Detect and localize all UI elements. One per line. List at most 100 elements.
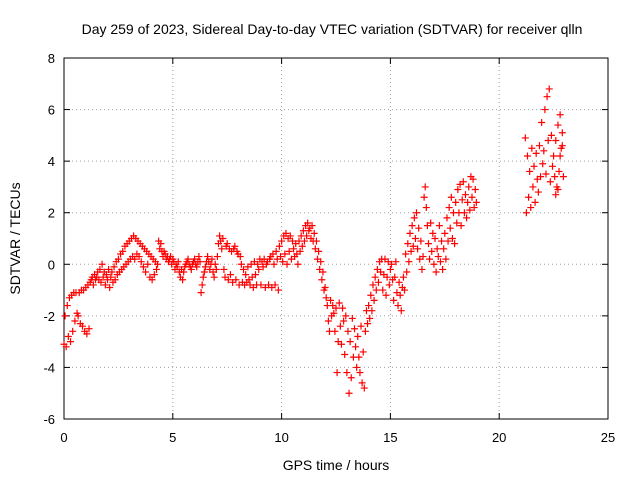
data-point [254,260,262,268]
data-point [470,204,478,212]
data-point [148,276,156,284]
data-point [354,332,362,340]
data-point [556,111,564,119]
data-point [391,273,399,281]
data-point [69,327,77,335]
data-point [522,209,530,217]
data-point [199,273,207,281]
data-point [422,204,430,212]
data-point [447,193,455,201]
data-point [413,209,421,217]
data-point [550,152,558,160]
data-point [410,214,418,222]
data-point [330,309,338,317]
data-point [131,255,139,263]
data-point [137,258,145,266]
data-point [135,253,143,261]
data-point [540,147,548,155]
data-point [440,245,448,253]
data-point [220,265,228,273]
data-point [407,247,415,255]
data-point [411,235,419,242]
data-point [429,229,437,237]
data-point [402,250,410,258]
data-point [543,93,551,101]
data-point [336,322,344,330]
y-tick-label: 6 [48,103,55,118]
data-point [452,198,460,206]
data-point [196,258,204,266]
data-point [272,247,280,255]
data-point [347,374,355,382]
data-point [434,253,442,261]
x-tick-label: 5 [169,430,176,445]
data-point [459,178,467,186]
data-point [152,265,160,273]
data-point [180,268,188,276]
data-point [356,369,364,377]
data-point [89,281,97,289]
data-point [353,363,361,371]
data-point [201,263,209,271]
data-point [461,191,469,199]
data-point [352,343,360,351]
data-point [414,245,422,253]
data-point [350,325,358,333]
data-point [218,245,226,253]
data-point [460,209,468,217]
data-point [342,312,350,320]
data-point [283,260,291,268]
data-point [365,302,373,310]
data-point [552,191,560,199]
data-point [296,247,304,255]
data-point [144,260,152,268]
x-tick-label: 15 [383,430,397,445]
data-point [317,258,325,266]
data-point [286,232,294,240]
data-point [71,317,79,325]
data-point [453,219,461,227]
data-point [174,258,182,266]
data-point [198,281,206,289]
data-point [282,229,290,237]
data-point [337,340,345,348]
data-point [322,294,330,302]
data-point [468,193,476,201]
data-point [432,268,440,276]
data-point [369,281,377,289]
data-point [418,265,426,273]
data-point [420,193,428,201]
data-point [223,240,231,248]
data-point [532,149,540,157]
data-point [331,327,339,335]
data-point [290,245,298,253]
data-point [435,222,443,230]
data-point [390,296,398,304]
data-point [439,265,447,273]
data-point [559,173,567,181]
data-point [102,271,110,279]
data-point [527,204,535,212]
data-point [558,129,566,137]
data-point [464,198,472,206]
data-point [110,263,118,271]
data-point [154,260,162,268]
data-point [471,186,479,194]
data-point [210,273,218,281]
data-point [424,240,432,248]
data-point [530,162,538,170]
data-point [85,325,93,333]
axis-ticks [63,57,609,420]
data-point [255,265,263,273]
data-point [271,281,279,289]
data-point [404,240,412,248]
data-point [173,263,181,271]
y-tick-labels: -6 -4 -2 0 2 4 6 8 [43,51,55,427]
data-point [237,260,245,268]
data-point [274,286,282,294]
data-point [364,320,372,328]
data-point [403,268,411,276]
data-point [200,268,208,276]
data-point [101,281,109,289]
data-point [358,379,366,387]
